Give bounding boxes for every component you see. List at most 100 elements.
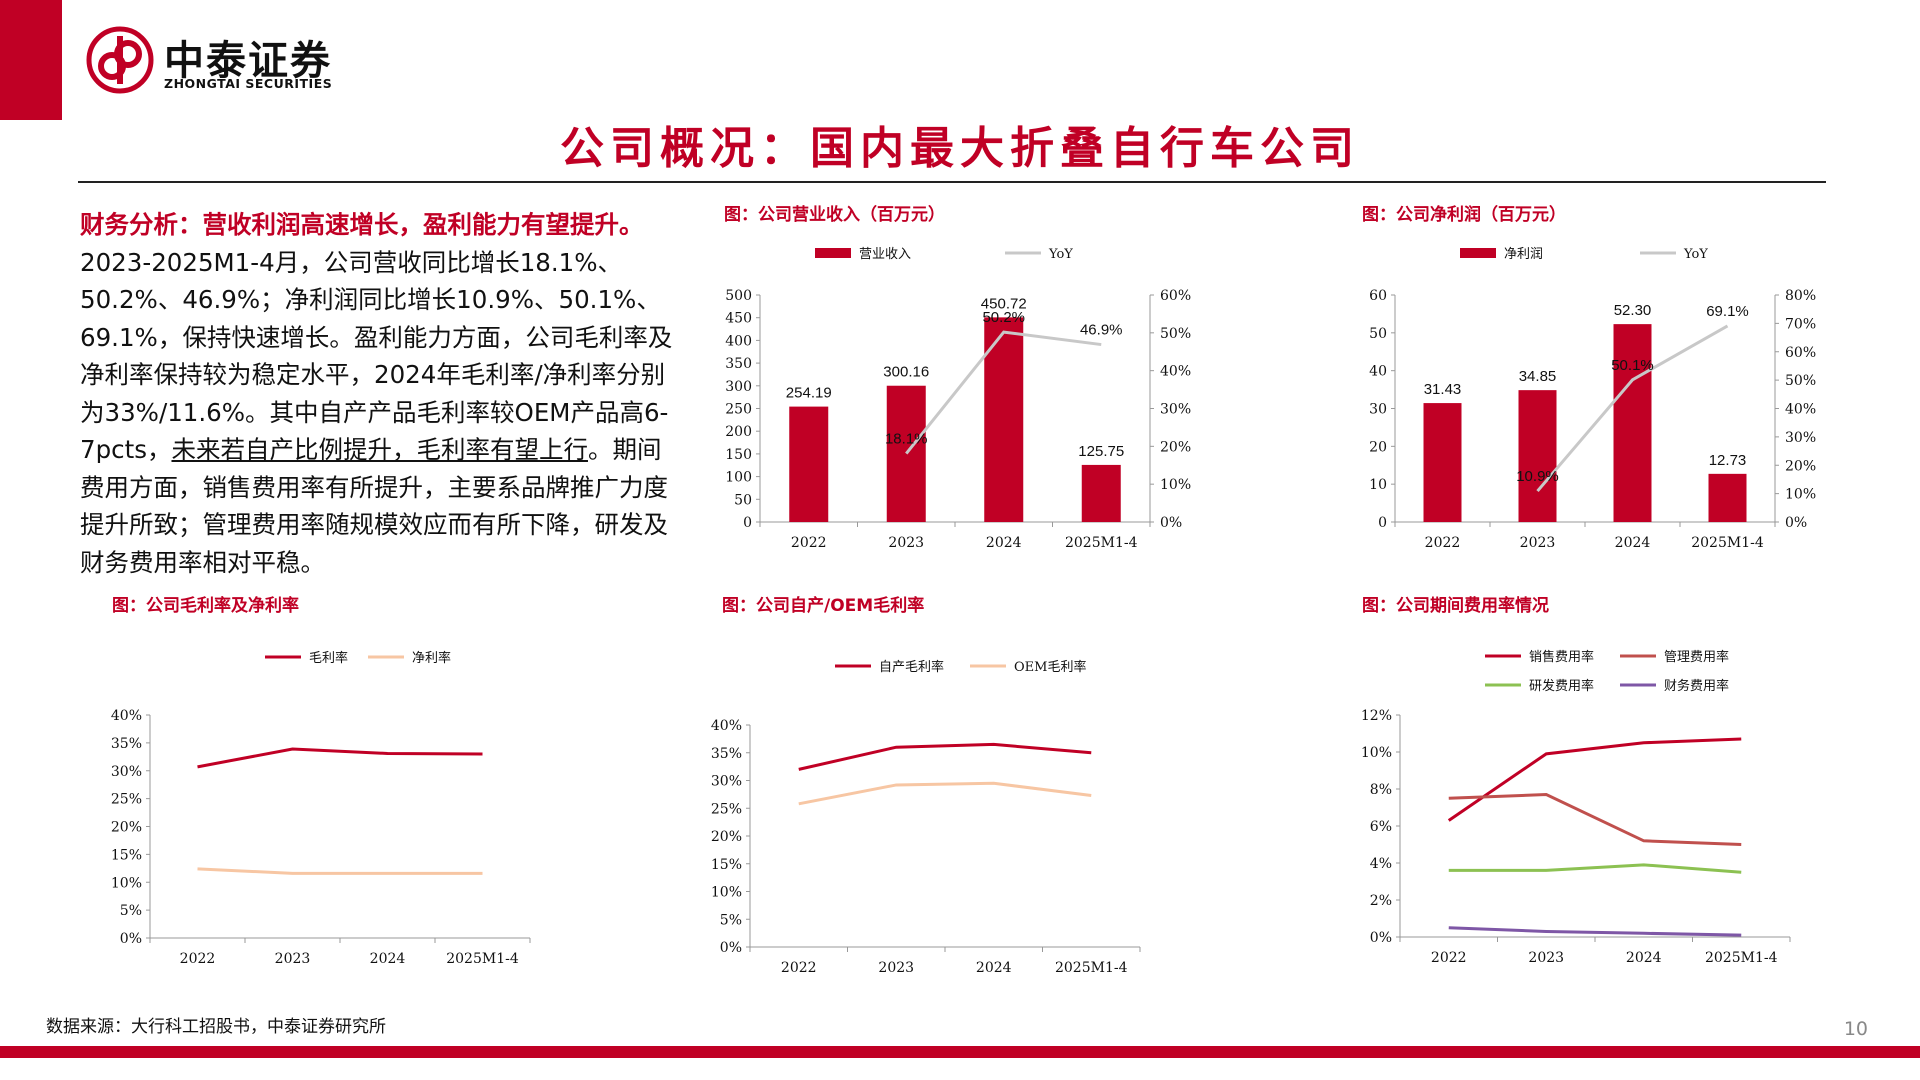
profit-chart-title: 图：公司净利润（百万元）	[1362, 205, 1566, 225]
bar-data-label: 34.85	[1519, 368, 1557, 385]
x-tick-label: 2024	[1626, 950, 1662, 966]
y2-tick-label: 50%	[1785, 373, 1816, 389]
analysis-paragraph: 财务分析：营收利润高速增长，盈利能力有望提升。 2023-2025M1-4月，公司…	[80, 206, 680, 581]
y-tick-label: 10	[1369, 477, 1387, 493]
y-tick-label: 500	[725, 288, 752, 304]
y2-tick-label: 70%	[1785, 316, 1816, 332]
x-tick-label: 2025M1-4	[1705, 950, 1778, 966]
y-tick-label: 5%	[120, 903, 142, 919]
x-tick-label: 2023	[1528, 950, 1564, 966]
bar	[1613, 324, 1652, 522]
series-line	[1536, 324, 1729, 493]
oem-chart-title: 图：公司自产/OEM毛利率	[722, 596, 925, 616]
x-tick-label: 2024	[986, 535, 1022, 551]
y-tick-label: 8%	[1370, 782, 1392, 798]
y2-tick-label: 40%	[1160, 364, 1191, 380]
y-tick-label: 5%	[720, 912, 742, 928]
y-tick-label: 50	[734, 492, 752, 508]
bar	[1423, 403, 1462, 522]
margin-chart: 0% 5% 10% 15% 20% 25% 30% 35% 40% 2022 2023 2024 202…	[111, 650, 531, 967]
line-data-label: 50.1%	[1611, 357, 1654, 374]
y-tick-label: 20%	[111, 820, 142, 836]
series-line	[197, 867, 483, 875]
bar	[984, 317, 1024, 522]
y-tick-label: 35%	[711, 746, 742, 762]
y-tick-label: 4%	[1370, 856, 1392, 872]
analysis-underlined: 未来若自产比例提升，毛利率有望上行	[171, 435, 588, 464]
bar	[789, 406, 829, 522]
series-line	[798, 781, 1092, 806]
y2-tick-label: 60%	[1785, 345, 1816, 361]
y-tick-label: 0	[1378, 515, 1387, 531]
y-tick-label: 10%	[111, 875, 142, 891]
x-tick-label: 2023	[1520, 535, 1556, 551]
bar	[886, 385, 926, 522]
legend-label: 净利率	[412, 650, 451, 666]
y-tick-label: 350	[725, 356, 752, 372]
y-tick-label: 40%	[711, 718, 742, 734]
logo-name-en: ZHONGTAI SECURITIES	[164, 76, 333, 91]
x-tick-label: 2023	[888, 535, 924, 551]
y-tick-label: 15%	[711, 857, 742, 873]
y2-tick-label: 20%	[1160, 439, 1191, 455]
zhongtai-logo-icon	[86, 26, 154, 94]
legend-label: 研发费用率	[1529, 678, 1594, 694]
x-tick-label: 2022	[180, 951, 216, 967]
legend-label: 销售费用率	[1529, 649, 1594, 665]
x-tick-label: 2022	[1425, 535, 1461, 551]
series-line	[905, 330, 1102, 455]
y-tick-label: 0	[743, 515, 752, 531]
revenue-chart-title: 图：公司营业收入（百万元）	[724, 205, 945, 225]
x-tick-label: 2025M1-4	[1055, 960, 1128, 976]
bar-data-label: 450.72	[981, 295, 1027, 312]
y-tick-label: 6%	[1370, 819, 1392, 835]
y2-tick-label: 10%	[1785, 487, 1816, 503]
line-data-label: 46.9%	[1080, 322, 1123, 339]
series-line	[197, 747, 483, 769]
x-tick-label: 2025M1-4	[1065, 535, 1138, 551]
bar-data-label: 125.75	[1078, 443, 1124, 460]
x-tick-label: 2023	[878, 960, 914, 976]
y-tick-label: 30	[1369, 402, 1387, 418]
y-tick-label: 30%	[111, 764, 142, 780]
legend-label: YoY	[1683, 247, 1708, 262]
y-tick-label: 35%	[111, 736, 142, 752]
series-line	[1447, 737, 1742, 822]
legend-label: 净利润	[1504, 247, 1543, 262]
line-data-label: 50.2%	[982, 309, 1025, 326]
y-tick-label: 50	[1369, 326, 1387, 342]
profit-chart: 0 10 20 30 40 50 60 0% 10% 20% 30% 40% 50% 60% 70% 80% 2…	[1369, 247, 1816, 551]
y-tick-label: 20%	[711, 829, 742, 845]
series-line	[1448, 863, 1742, 874]
y-tick-label: 60	[1369, 288, 1387, 304]
analysis-body-2: 。期间费用方面，销售费用率有所提升，主要系品牌推广力度提升所致；管理费用率随规模…	[80, 435, 668, 577]
bar-data-label: 254.19	[786, 385, 832, 402]
y-tick-label: 0%	[1370, 930, 1392, 946]
legend-swatch	[1460, 248, 1496, 258]
bar-data-label: 300.16	[883, 364, 929, 381]
page-number: 10	[1843, 1018, 1868, 1040]
footer-bar	[0, 1046, 1920, 1058]
legend-label: 管理费用率	[1664, 649, 1729, 665]
y2-tick-label: 0%	[1160, 515, 1182, 531]
y-tick-label: 0%	[120, 931, 142, 947]
y-tick-label: 200	[725, 424, 752, 440]
legend-label: 营业收入	[859, 247, 911, 262]
y2-tick-label: 50%	[1160, 326, 1191, 342]
line-data-label: 69.1%	[1706, 303, 1749, 320]
margin-chart-title: 图：公司毛利率及净利率	[112, 596, 299, 616]
y-tick-label: 0%	[720, 940, 742, 956]
title-divider	[78, 181, 1826, 183]
y2-tick-label: 20%	[1785, 458, 1816, 474]
logo-name-cn: 中泰证券	[164, 38, 332, 84]
y2-tick-label: 60%	[1160, 288, 1191, 304]
y2-tick-label: 30%	[1785, 430, 1816, 446]
y-tick-label: 450	[725, 311, 752, 327]
x-tick-label: 2022	[791, 535, 827, 551]
series-line	[798, 742, 1092, 771]
x-tick-label: 2023	[275, 951, 311, 967]
y-tick-label: 40%	[111, 708, 142, 724]
y-tick-label: 250	[725, 402, 752, 418]
bar-data-label: 31.43	[1424, 381, 1462, 398]
x-tick-label: 2024	[976, 960, 1012, 976]
